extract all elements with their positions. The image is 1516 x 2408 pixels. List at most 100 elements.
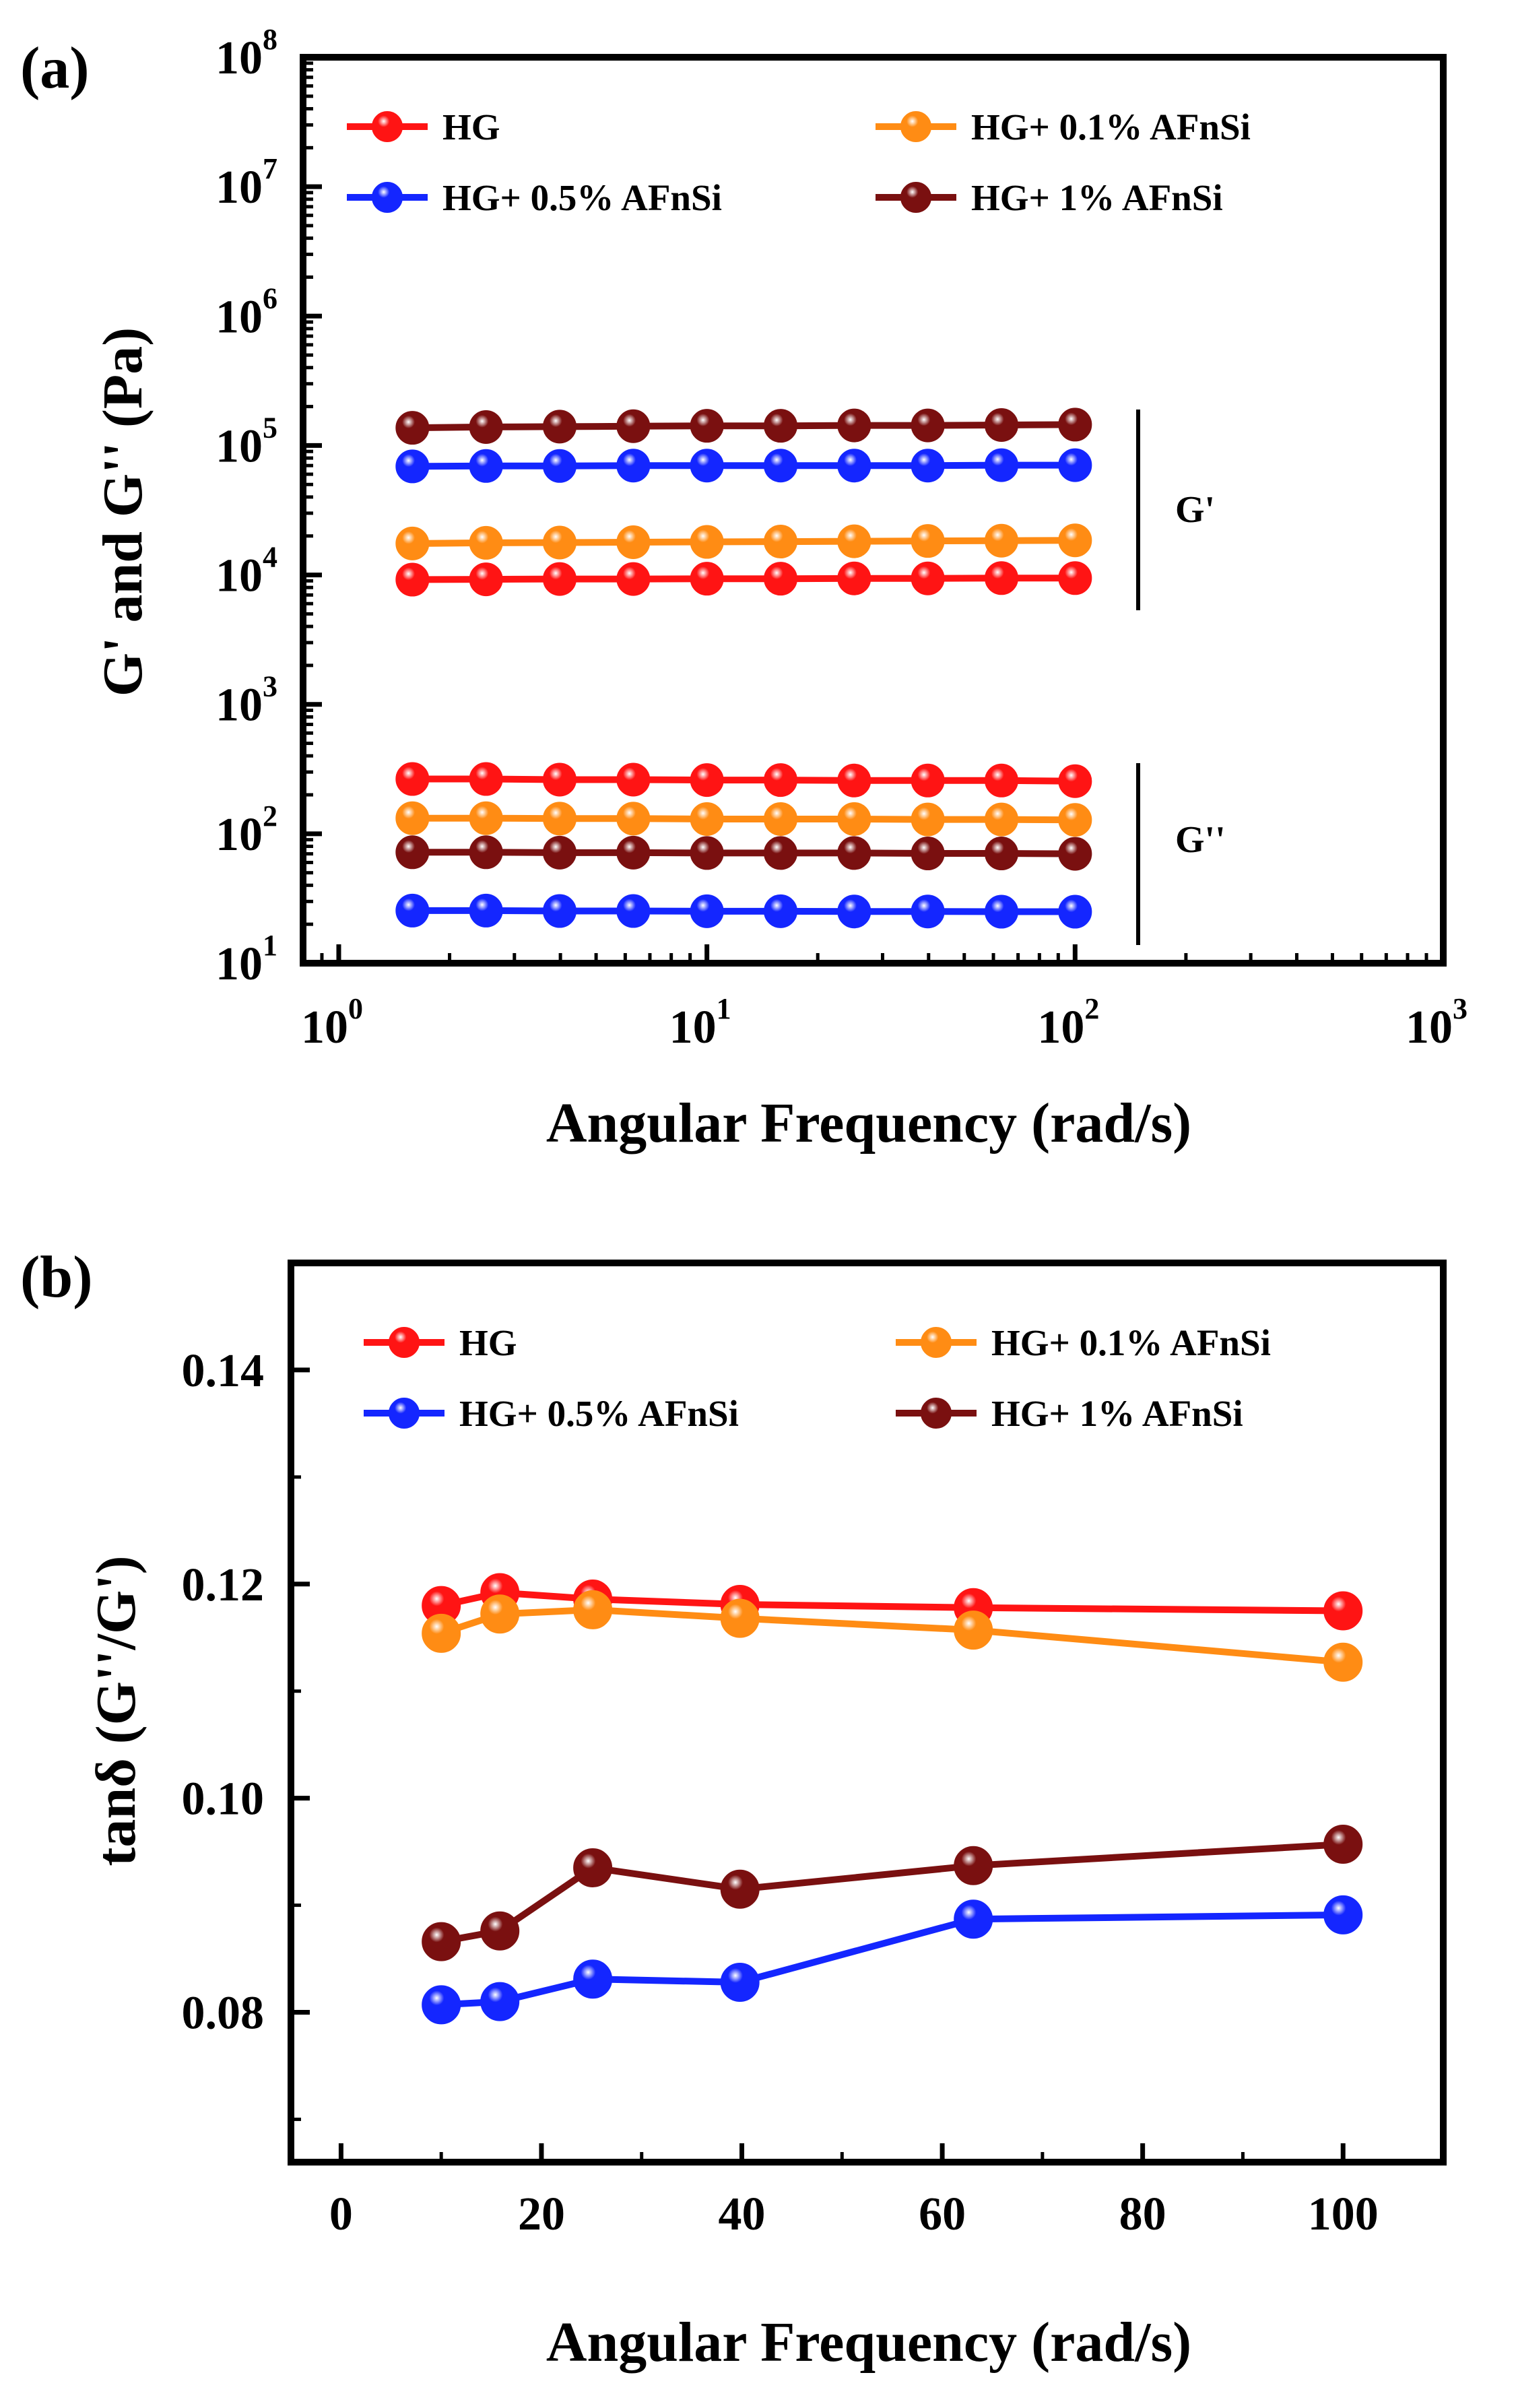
panel-a-data-point xyxy=(764,525,798,559)
panel-a-data-point xyxy=(616,449,651,483)
panel-a-data-point xyxy=(616,802,651,836)
panel-a-data-point xyxy=(764,836,798,870)
panel-b-legend-item-hg: HG xyxy=(364,1322,517,1363)
panel-a-data-point xyxy=(542,525,576,560)
panel-a-data-point xyxy=(837,449,871,483)
panel-b-series-hg xyxy=(422,1573,1363,1631)
panel-b-y-tick-label: 0.10 xyxy=(182,1774,265,1825)
panel-b-label: (b) xyxy=(20,1245,93,1310)
panel-a-data-point xyxy=(911,449,945,483)
panel-a-legend-marker xyxy=(900,182,931,213)
panel-b-legend-marker xyxy=(921,1327,952,1358)
panel-a-y-axis-title: G' and G'' (Pa) xyxy=(92,327,154,696)
panel-a-legend-label: HG xyxy=(442,106,500,148)
panel-a-series-hg-1-afnsi-g-double-prime xyxy=(395,835,1092,871)
panel-b-y-tick-label: 0.08 xyxy=(182,1988,265,2040)
panel-b-x-tick-label: 20 xyxy=(518,2188,565,2240)
panel-b-data-point xyxy=(954,1846,993,1885)
panel-a-data-point xyxy=(690,763,724,798)
panel-a-data-point xyxy=(985,763,1019,798)
panel-a-data-point xyxy=(764,409,798,443)
panel-a-x-axis-title: Angular Frequency (rad/s) xyxy=(546,1092,1191,1154)
panel-a-y-tick-label: 107 xyxy=(216,152,277,214)
panel-a-y-tick-label: 104 xyxy=(216,541,277,602)
panel-a-series-hg-0-5-afnsi-g-double-prime xyxy=(395,893,1092,929)
panel-a-data-point xyxy=(690,525,724,559)
panel-b-legend-label: HG+ 1% AFnSi xyxy=(991,1393,1243,1434)
panel-a-data-point xyxy=(616,762,651,797)
panel-a-ticks: 101 102 103 104 105 106 107 108 100 101 102 103 xyxy=(216,23,1468,1053)
panel-b-legend-label: HG+ 0.1% AFnSi xyxy=(991,1322,1271,1363)
panel-a-data-point xyxy=(690,409,724,443)
panel-a-series-line xyxy=(412,575,1076,583)
panel-a-data-point xyxy=(690,449,724,483)
panel-a-legend-item-hg-1-afnsi: HG+ 1% AFnSi xyxy=(876,177,1223,218)
panel-a-data-point xyxy=(616,894,651,928)
panel-a-data-point xyxy=(469,410,503,444)
panel-a-series xyxy=(395,408,1092,929)
panel-b-y-tick-label: 0.12 xyxy=(182,1559,265,1611)
panel-a-series-line xyxy=(412,814,1076,824)
panel-b-plot-frame xyxy=(288,1260,1447,2166)
panel-a-data-point xyxy=(1058,837,1092,871)
panel-a-data-point xyxy=(616,409,651,443)
panel-b-legend-marker xyxy=(389,1327,420,1358)
panel-a-x-tick-label: 100 xyxy=(301,992,363,1053)
panel-b-data-point xyxy=(573,1590,613,1629)
panel-a-data-point xyxy=(1058,448,1092,482)
panel-a-data-point xyxy=(469,762,503,796)
panel-a-series-line xyxy=(412,461,1076,470)
panel-a-data-point xyxy=(395,526,430,560)
panel-a-data-point xyxy=(911,802,945,837)
panel-b: (b) 0 20 40 60 80 100 0.08 0.10 0.12 0.14 HG HG+ 0… xyxy=(20,1245,1447,2374)
panel-a-data-point xyxy=(395,835,430,870)
panel-b-y-axis-title: tanδ (G''/G') xyxy=(85,1555,147,1866)
panel-a-data-point xyxy=(395,411,430,445)
panel-a-data-point xyxy=(690,802,724,836)
panel-a-data-point xyxy=(837,408,871,443)
panel-a-data-point xyxy=(837,802,871,836)
panel-a-legend-label: HG+ 1% AFnSi xyxy=(971,177,1223,218)
panel-a-data-point xyxy=(764,562,798,596)
panel-a-data-point xyxy=(764,763,798,798)
panel-a-data-point xyxy=(764,894,798,928)
panel-b-legend-marker xyxy=(389,1398,420,1429)
panel-b-x-tick-label: 0 xyxy=(329,2188,353,2240)
panel-b-series-line xyxy=(440,1911,1344,2009)
panel-b-data-point xyxy=(720,1963,760,2002)
panel-b-data-point xyxy=(954,1899,993,1939)
panel-a-data-point xyxy=(985,894,1019,929)
panel-b-data-point xyxy=(720,1869,760,1909)
panel-b-series xyxy=(422,1573,1363,2025)
panel-b-series-hg-0-1-afnsi xyxy=(422,1590,1363,1682)
panel-a-series-line xyxy=(412,421,1076,432)
panel-a-y-tick-label: 106 xyxy=(216,282,277,343)
panel-a-data-point xyxy=(469,893,503,928)
panel-b-data-point xyxy=(480,1982,520,2021)
panel-a-data-point xyxy=(985,408,1019,443)
panel-a-g-double-prime-label: G'' xyxy=(1175,819,1226,861)
panel-b-series-hg-0-5-afnsi xyxy=(422,1895,1363,2025)
panel-b-data-point xyxy=(1323,1824,1363,1864)
panel-a-data-point xyxy=(469,562,503,597)
panel-a-y-tick-label: 105 xyxy=(216,411,277,472)
panel-a-legend-item-hg-0-5-afnsi: HG+ 0.5% AFnSi xyxy=(347,177,722,218)
panel-a-series-hg-0-5-afnsi-g-prime xyxy=(395,448,1092,484)
panel-a-series-hg-g-prime xyxy=(395,561,1092,597)
panel-a-series-line xyxy=(412,537,1076,547)
panel-a-data-point xyxy=(764,802,798,836)
panel-b-legend-item-hg-0-1-afnsi: HG+ 0.1% AFnSi xyxy=(896,1322,1271,1363)
panel-a-data-point xyxy=(1058,894,1092,929)
panel-a-series-line xyxy=(412,849,1076,857)
panel-b-legend-item-hg-1-afnsi: HG+ 1% AFnSi xyxy=(896,1393,1243,1434)
panel-a-g-prime-label: G' xyxy=(1175,489,1215,531)
panel-a-data-point xyxy=(395,893,430,928)
panel-b-series-hg-1-afnsi xyxy=(422,1824,1363,1961)
panel-a-group-brackets: G' G'' xyxy=(1136,410,1226,945)
panel-a-data-point xyxy=(911,561,945,595)
panel-b-x-tick-label: 60 xyxy=(919,2188,966,2240)
panel-b-x-tick-label: 100 xyxy=(1308,2188,1379,2240)
panel-a: (a) 101 102 103 104 105 106 107 108 100 101 102 103… xyxy=(20,23,1468,1154)
panel-a-legend-label: HG+ 0.5% AFnSi xyxy=(442,177,722,218)
panel-b-data-point xyxy=(422,1613,461,1653)
